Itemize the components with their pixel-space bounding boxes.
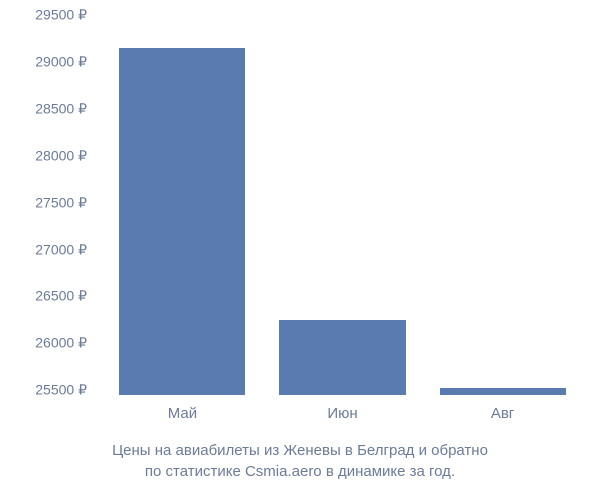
bar (279, 320, 405, 395)
y-tick-label: 28500 ₽ (35, 100, 87, 117)
bar (119, 48, 245, 395)
bar (440, 388, 566, 396)
x-tick-label: Май (168, 405, 197, 422)
y-tick-label: 28000 ₽ (35, 147, 87, 164)
caption-line-2: по статистике Csmia.aero в динамике за г… (145, 463, 455, 480)
y-axis: 25500 ₽26000 ₽26500 ₽27000 ₽27500 ₽28000… (0, 15, 95, 395)
y-tick-label: 26000 ₽ (35, 335, 87, 352)
chart-plot-area (100, 15, 585, 395)
x-tick-label: Июн (327, 405, 357, 422)
x-axis: Май Июн Авг (100, 400, 585, 430)
y-tick-label: 26500 ₽ (35, 288, 87, 305)
y-tick-label: 27000 ₽ (35, 241, 87, 258)
bars-container (100, 15, 585, 395)
caption-line-1: Цены на авиабилеты из Женевы в Белград и… (112, 442, 488, 459)
x-tick-label: Авг (491, 405, 514, 422)
y-tick-label: 29000 ₽ (35, 53, 87, 70)
y-tick-label: 29500 ₽ (35, 7, 87, 24)
y-tick-label: 27500 ₽ (35, 194, 87, 211)
y-tick-label: 25500 ₽ (35, 382, 87, 399)
chart-caption: Цены на авиабилеты из Женевы в Белград и… (0, 440, 600, 482)
